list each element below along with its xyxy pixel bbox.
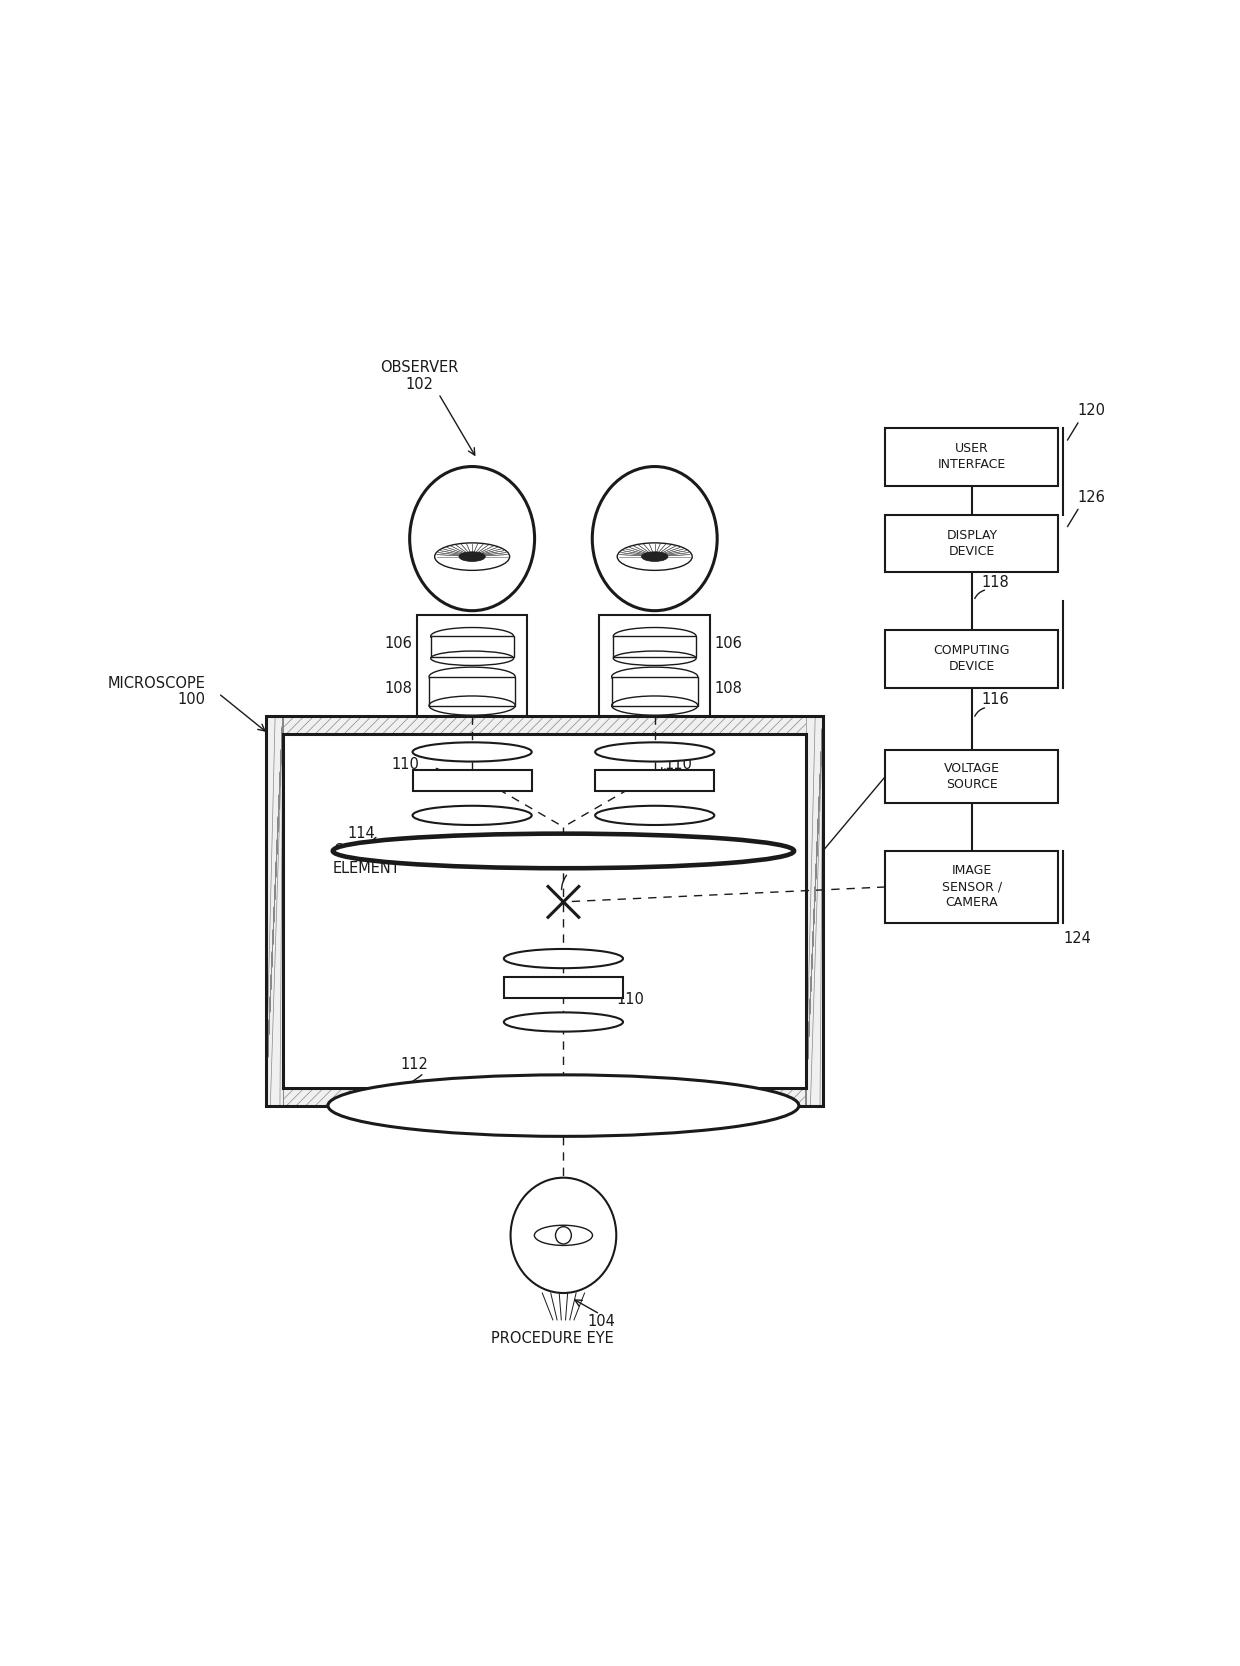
Text: 104: 104: [588, 1314, 615, 1329]
Text: 100: 100: [177, 691, 206, 706]
Text: PROCEDURE EYE: PROCEDURE EYE: [491, 1331, 614, 1346]
Bar: [595, 770, 714, 791]
Bar: [503, 976, 622, 998]
Ellipse shape: [556, 1226, 572, 1245]
Text: MICROSCOPE: MICROSCOPE: [108, 676, 206, 691]
Text: 124: 124: [1063, 931, 1091, 946]
Bar: [283, 733, 806, 1088]
Text: 126: 126: [1078, 490, 1105, 505]
Bar: [417, 615, 527, 716]
Ellipse shape: [595, 743, 714, 761]
Text: 102: 102: [405, 377, 433, 392]
Bar: [885, 750, 1058, 803]
Text: OBSERVER: OBSERVER: [381, 360, 459, 375]
Text: COMPUTING
DEVICE: COMPUTING DEVICE: [934, 645, 1011, 673]
Bar: [885, 851, 1058, 923]
Text: IMAGE
SENSOR /
CAMERA: IMAGE SENSOR / CAMERA: [942, 865, 1002, 910]
Text: 112: 112: [401, 1056, 428, 1071]
Bar: [885, 515, 1058, 571]
Text: 108: 108: [714, 681, 743, 696]
Ellipse shape: [511, 1178, 616, 1293]
Bar: [413, 770, 532, 791]
Ellipse shape: [534, 1225, 593, 1246]
Bar: [599, 615, 711, 716]
Ellipse shape: [332, 833, 794, 868]
Bar: [885, 428, 1058, 486]
Ellipse shape: [503, 1013, 622, 1031]
Bar: [611, 676, 698, 706]
Text: 110: 110: [616, 993, 644, 1008]
Text: 106: 106: [384, 636, 412, 651]
Bar: [614, 636, 696, 658]
Text: 118: 118: [982, 575, 1009, 590]
Text: 110: 110: [392, 756, 419, 771]
Ellipse shape: [413, 806, 532, 825]
Text: VOLTAGE
SOURCE: VOLTAGE SOURCE: [944, 761, 999, 791]
Bar: [885, 630, 1058, 688]
Bar: [430, 636, 513, 658]
Text: 106: 106: [714, 636, 743, 651]
Ellipse shape: [327, 1075, 799, 1136]
Text: 120: 120: [1078, 403, 1106, 418]
Ellipse shape: [593, 466, 717, 611]
Text: USER
INTERFACE: USER INTERFACE: [937, 443, 1006, 471]
Bar: [265, 716, 823, 1106]
Text: 128: 128: [554, 856, 582, 871]
Bar: [265, 716, 283, 1106]
Bar: [429, 676, 516, 706]
Bar: [806, 716, 823, 1106]
Ellipse shape: [641, 551, 668, 561]
Text: 108: 108: [384, 681, 412, 696]
Ellipse shape: [595, 806, 714, 825]
Ellipse shape: [409, 466, 534, 611]
Ellipse shape: [503, 950, 622, 968]
Text: 116: 116: [982, 693, 1009, 708]
Text: DISPLAY
DEVICE: DISPLAY DEVICE: [946, 528, 997, 558]
Ellipse shape: [413, 743, 532, 761]
Bar: [265, 1088, 823, 1106]
Text: ELEMENT: ELEMENT: [332, 861, 401, 876]
Text: OPTICAL: OPTICAL: [332, 843, 394, 858]
Bar: [265, 716, 823, 733]
Ellipse shape: [459, 551, 485, 561]
Text: 110: 110: [665, 756, 692, 771]
Text: 114: 114: [347, 826, 374, 841]
